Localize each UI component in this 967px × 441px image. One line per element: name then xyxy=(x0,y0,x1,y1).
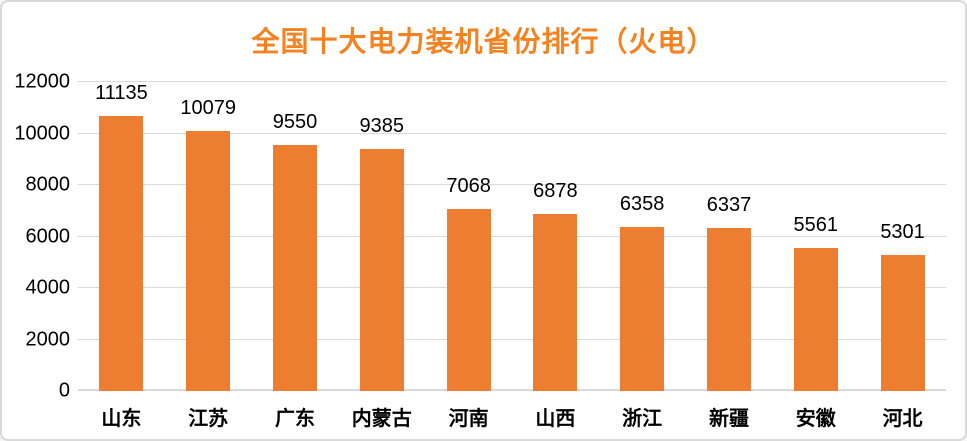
y-axis-tick-label: 6000 xyxy=(25,225,71,247)
bar xyxy=(446,209,491,391)
bar xyxy=(880,254,925,391)
bar-group: 5301 xyxy=(859,82,946,391)
bar-value-label: 6878 xyxy=(533,179,578,202)
bar-group: 6358 xyxy=(599,82,686,391)
bar-group: 6878 xyxy=(512,82,599,391)
bar-value-label: 9550 xyxy=(272,111,318,134)
bar-group: 5561 xyxy=(772,82,859,391)
bar xyxy=(186,131,231,391)
y-axis-tick-label: 10000 xyxy=(14,122,70,144)
gridline xyxy=(78,235,946,237)
x-axis-category-label: 广东 xyxy=(274,408,315,430)
bar xyxy=(793,247,838,391)
x-axis-category-label: 内蒙古 xyxy=(351,408,412,430)
bar-value-label: 6358 xyxy=(619,193,665,216)
x-axis-category-label: 山东 xyxy=(101,408,142,430)
bar-value-label: 11135 xyxy=(95,82,148,104)
x-axis-category-label: 河南 xyxy=(448,408,489,430)
x-axis-category-label: 江苏 xyxy=(188,408,229,430)
bar-group: 9385 xyxy=(338,82,425,391)
chart-title: 全国十大电力装机省份排行（火电） xyxy=(251,26,716,57)
bar-group: 9550 xyxy=(252,82,339,391)
bar-group: 7068 xyxy=(425,82,512,391)
bar xyxy=(99,116,144,391)
bar-group: 6337 xyxy=(686,82,773,391)
gridline xyxy=(78,132,946,134)
bar-group: 10079 xyxy=(165,82,252,391)
gridline xyxy=(78,81,946,82)
bar xyxy=(272,145,317,391)
bars-row: 11135 10079 9550 9385 7068 6878 6358 6337 5561 53… xyxy=(78,82,946,391)
bar-value-label: 5561 xyxy=(793,213,839,236)
bar xyxy=(620,227,665,391)
plot-area: 11135 10079 9550 9385 7068 6878 6358 6337 5561 53… xyxy=(78,81,946,391)
y-axis-tick-label: 0 xyxy=(58,379,70,402)
gridline xyxy=(78,184,946,185)
x-axis-category-label: 山西 xyxy=(535,408,576,430)
y-axis-tick-label: 2000 xyxy=(25,328,71,350)
bar xyxy=(533,213,578,391)
y-axis: 0 2000 4000 6000 8000 10000 12000 xyxy=(2,71,71,402)
gridline xyxy=(78,338,946,340)
bar-value-label: 10079 xyxy=(180,97,236,120)
y-axis-tick-label: 4000 xyxy=(25,276,71,299)
x-axis-category-label: 浙江 xyxy=(622,408,663,430)
x-axis-category-label: 安徽 xyxy=(795,408,836,430)
y-axis-tick-label: 12000 xyxy=(14,70,70,93)
bar-value-label: 7068 xyxy=(446,175,491,197)
gridline xyxy=(78,287,946,288)
y-axis-tick-label: 8000 xyxy=(25,173,71,196)
x-axis-category-label: 河北 xyxy=(882,408,923,430)
bar xyxy=(359,149,404,391)
x-axis-category-label: 新疆 xyxy=(708,408,749,430)
bar-value-label: 9385 xyxy=(359,115,405,138)
x-axis-line xyxy=(78,389,946,391)
bar xyxy=(706,227,751,391)
bar-group: 11135 xyxy=(78,82,165,391)
bar-value-label: 6337 xyxy=(706,193,752,216)
x-axis: 山东 江苏 广东 内蒙古 河南 山西 浙江 新疆 安徽 河北 xyxy=(78,402,946,431)
bar-value-label: 5301 xyxy=(880,220,925,243)
